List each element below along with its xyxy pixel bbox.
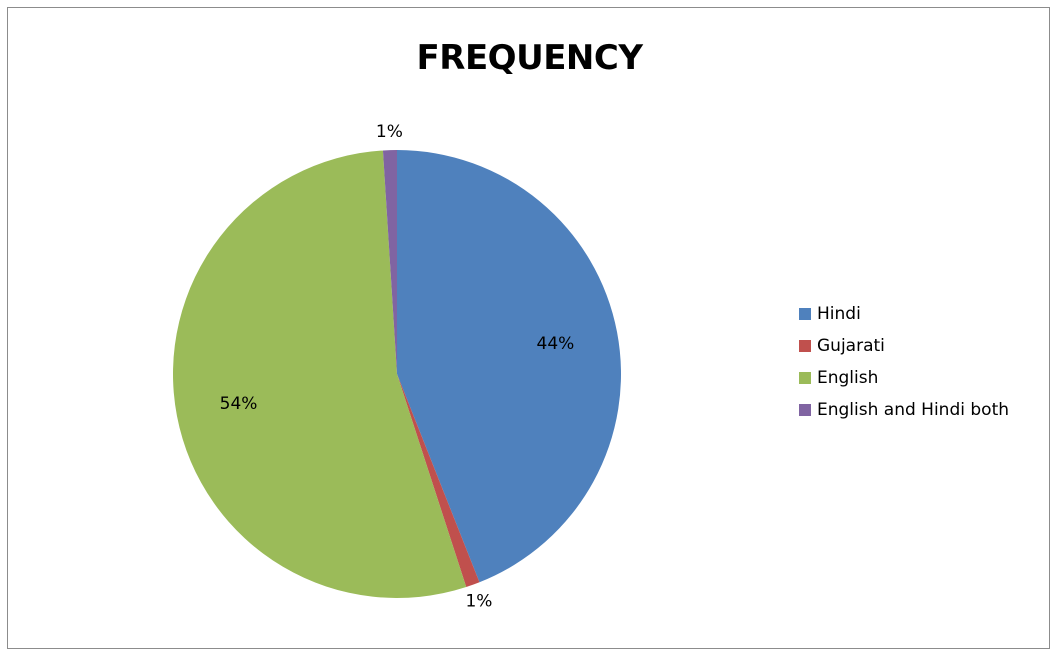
data-label-english-and-hindi-both: 1%	[376, 122, 403, 142]
chart-frame: FREQUENCY 44% 1% 54% 1% Hindi Gujarati Englis…	[7, 7, 1050, 649]
legend-label: English	[817, 368, 879, 388]
chart-title: FREQUENCY	[416, 38, 643, 78]
pie-chart: 44% 1% 54% 1%	[173, 122, 622, 612]
data-label-hindi: 44%	[537, 334, 575, 354]
legend: Hindi Gujarati English English and Hindi bo…	[799, 298, 1009, 426]
legend-swatch	[799, 404, 811, 416]
data-label-gujarati: 1%	[465, 592, 492, 612]
legend-label: Gujarati	[817, 336, 885, 356]
pie-slice-english	[173, 150, 467, 598]
legend-label: English and Hindi both	[817, 400, 1010, 420]
pie-slice-hindi	[397, 150, 622, 583]
legend-item-hindi: Hindi	[799, 298, 1009, 330]
data-label-english: 54%	[220, 394, 258, 414]
legend-swatch	[799, 372, 811, 384]
pie-slice-english-and-hindi-both	[382, 150, 397, 374]
legend-swatch	[799, 340, 811, 352]
legend-item-english: English	[799, 362, 1009, 394]
legend-item-gujarati: Gujarati	[799, 330, 1009, 362]
pie-slice-gujarati	[397, 374, 480, 588]
legend-swatch	[799, 308, 811, 320]
legend-label: Hindi	[817, 304, 861, 324]
legend-item-english-and-hindi-both: English and Hindi both	[799, 394, 1009, 426]
